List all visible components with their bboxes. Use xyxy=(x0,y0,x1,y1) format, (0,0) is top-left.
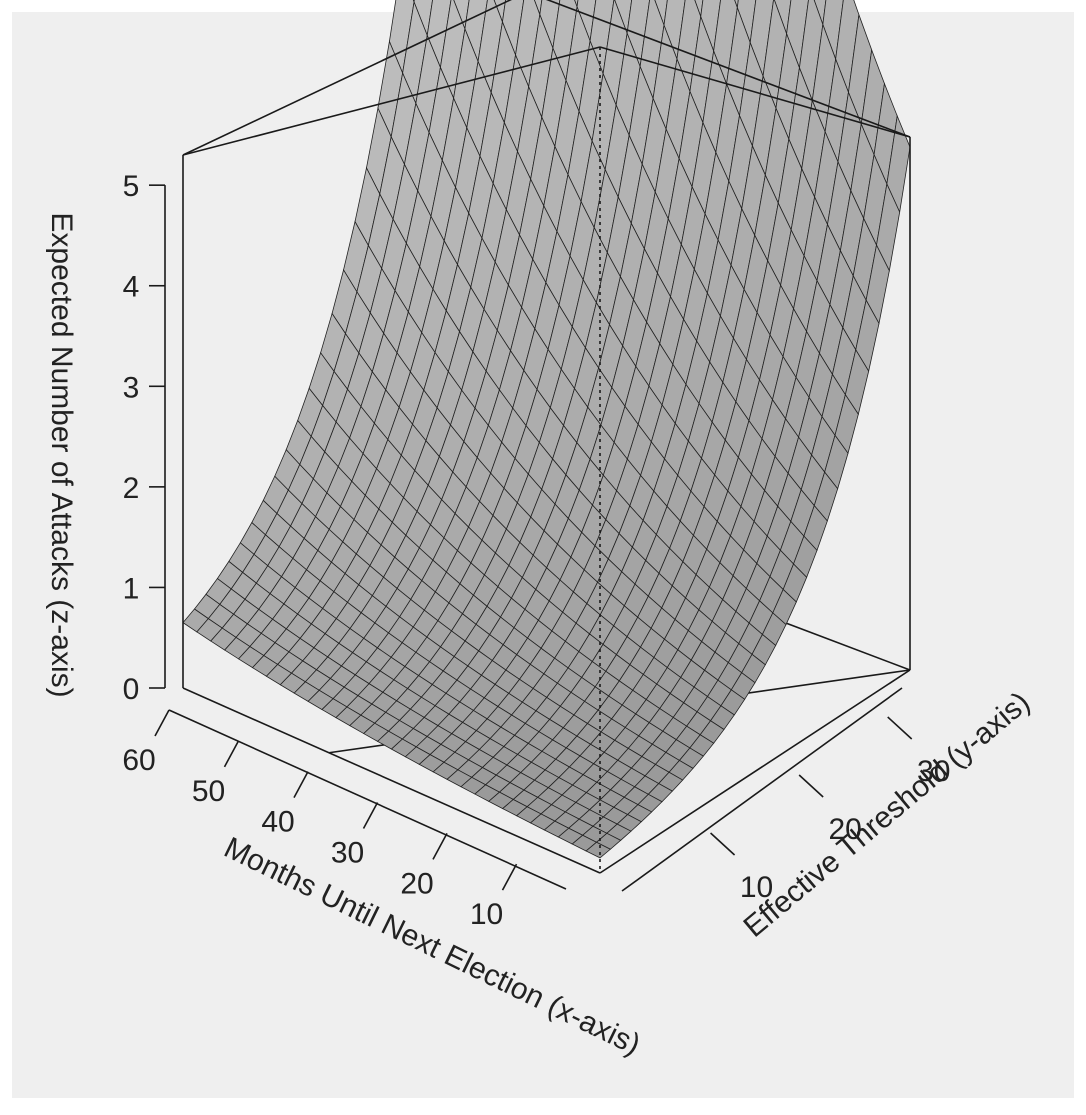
box-edge-base-side xyxy=(599,669,911,874)
x-tick-mark xyxy=(432,832,448,860)
z-tick-label: 0 xyxy=(123,673,140,706)
y-tick-label: 10 xyxy=(740,871,773,904)
z-tick-label: 2 xyxy=(123,472,140,505)
x-tick-label: 50 xyxy=(192,775,225,808)
y-tick-mark xyxy=(798,774,824,798)
surface-facet xyxy=(585,841,612,859)
x-tick-label: 10 xyxy=(470,898,503,931)
y-tick-mark xyxy=(887,716,913,740)
box-edge-top-left xyxy=(182,0,512,156)
y-axis: 10 20 30 xyxy=(621,687,950,904)
box-edge-top-back xyxy=(545,0,911,138)
z-axis: 0 1 2 3 4 5 xyxy=(123,170,166,706)
box-edge-top-front-right xyxy=(599,46,911,138)
x-tick-mark xyxy=(223,740,240,768)
x-tick-mark xyxy=(293,771,309,799)
z-tick-label: 5 xyxy=(123,170,140,203)
z-axis-title: Expected Number of Attacks (z-axis) xyxy=(45,212,78,697)
z-tick-label: 4 xyxy=(123,271,140,304)
y-tick-mark xyxy=(710,832,736,856)
box-edge-base-front xyxy=(182,687,601,874)
x-axis-line xyxy=(168,709,567,890)
z-tick-label: 1 xyxy=(123,572,140,605)
box-front-edges xyxy=(182,0,911,874)
surface-mesh xyxy=(182,0,911,859)
y-axis-line xyxy=(621,687,903,892)
y-tick-label: 20 xyxy=(828,813,861,846)
x-tick-label: 60 xyxy=(122,744,155,777)
x-tick-mark xyxy=(501,863,518,891)
x-tick-mark xyxy=(362,802,379,829)
box-edge-top-front-left xyxy=(182,46,601,156)
x-axis: 60 50 40 30 20 10 xyxy=(122,709,567,931)
x-tick-label: 30 xyxy=(331,837,364,870)
z-tick-label: 3 xyxy=(123,371,140,404)
x-tick-label: 40 xyxy=(261,806,294,839)
y-tick-label: 30 xyxy=(917,755,950,788)
x-tick-label: 20 xyxy=(400,867,433,900)
x-tick-mark xyxy=(154,709,170,737)
